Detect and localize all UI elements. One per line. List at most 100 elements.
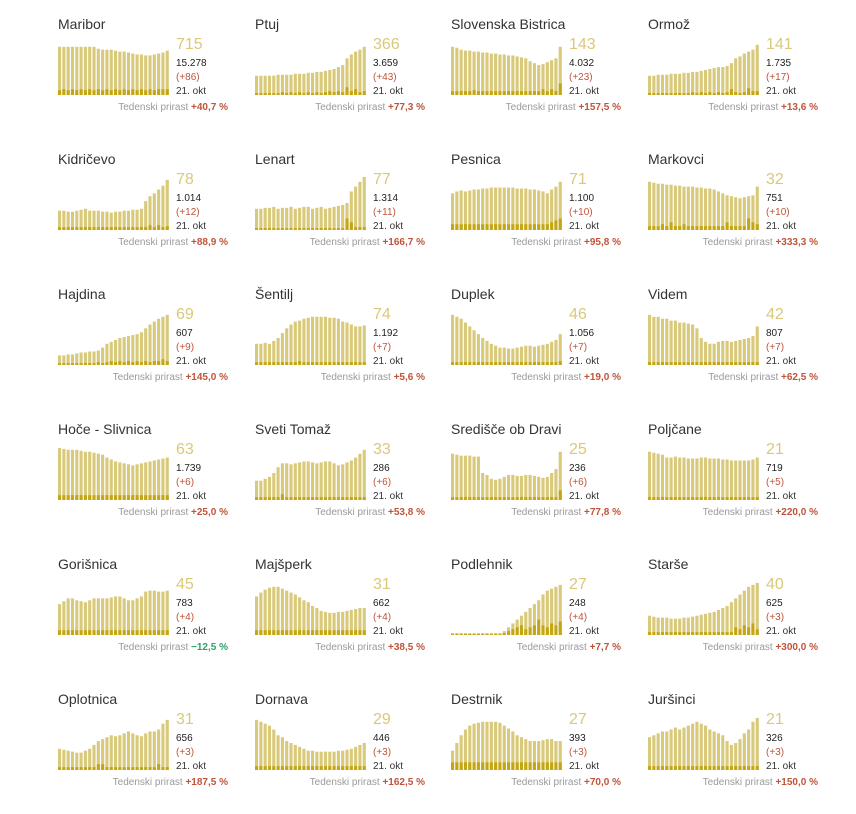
municipality-name: Majšperk bbox=[255, 556, 312, 572]
sparkline-chart bbox=[255, 586, 366, 635]
new-cases-bar bbox=[678, 497, 682, 500]
weekly-growth-value: +145,0 % bbox=[185, 372, 228, 383]
total-bar bbox=[336, 611, 340, 635]
total-bar bbox=[135, 54, 139, 95]
total-bar bbox=[669, 320, 673, 365]
municipality-name: Šentilj bbox=[255, 286, 294, 302]
weekly-growth-value: +62,5 % bbox=[781, 372, 818, 383]
municipality-name: Gorišnica bbox=[58, 556, 118, 572]
new-cases-bar bbox=[463, 362, 468, 365]
total-bar bbox=[66, 750, 70, 770]
total-bar bbox=[455, 743, 459, 770]
new-cases-bar bbox=[323, 362, 328, 365]
new-cases-bar bbox=[280, 766, 284, 770]
total-bar bbox=[476, 51, 480, 95]
new-cases-bar bbox=[285, 766, 289, 770]
new-cases-bar bbox=[498, 762, 502, 770]
new-cases-bar bbox=[704, 226, 708, 230]
new-cases-bar bbox=[92, 363, 96, 365]
weekly-growth: Tedenski prirast +19,0 % bbox=[511, 372, 621, 383]
municipality-name: Duplek bbox=[451, 286, 495, 302]
total-bar bbox=[276, 467, 280, 500]
new-cases-bar bbox=[362, 497, 366, 500]
new-cases-bar bbox=[716, 766, 721, 770]
new-cases-bar bbox=[489, 91, 493, 95]
total-bar bbox=[751, 721, 755, 770]
new-cases-bar bbox=[336, 228, 340, 230]
new-cases-bar bbox=[157, 495, 161, 500]
new-cases-bar bbox=[550, 623, 554, 635]
new-cases-bar bbox=[328, 91, 332, 95]
total-bar bbox=[725, 340, 729, 365]
new-cases-bar bbox=[315, 766, 319, 770]
new-cases-bar bbox=[165, 89, 169, 95]
date-label: 21. okt bbox=[373, 86, 404, 97]
total-bar bbox=[751, 584, 755, 635]
weekly-growth-value: +166,7 % bbox=[382, 237, 425, 248]
new-cases-bar bbox=[259, 630, 263, 635]
total-bar bbox=[302, 206, 306, 230]
new-cases-bar bbox=[96, 764, 100, 770]
new-cases-bar bbox=[747, 218, 751, 230]
sparkline-chart bbox=[451, 314, 562, 365]
total-bar bbox=[302, 600, 306, 635]
municipality-card: Pesnica 71 1.100 (+10) 21. okt Tedenski prira… bbox=[451, 151, 621, 263]
total-bar bbox=[498, 633, 502, 635]
new-cases-bar bbox=[528, 224, 532, 230]
total-bar bbox=[515, 475, 519, 500]
total-bar bbox=[280, 463, 284, 500]
total-bar bbox=[455, 47, 459, 95]
total-bar bbox=[144, 591, 148, 635]
total-bar bbox=[729, 460, 733, 500]
total-bar bbox=[537, 190, 541, 230]
total-bar bbox=[502, 725, 506, 770]
new-cases-bar bbox=[755, 629, 759, 635]
new-cases-bar bbox=[708, 362, 712, 365]
total-bar bbox=[285, 328, 289, 365]
total-bar bbox=[328, 317, 332, 365]
total-bar bbox=[298, 320, 302, 365]
new-cases-bar bbox=[341, 630, 345, 635]
sparkline-chart bbox=[255, 176, 366, 230]
weekly-growth-label: Tedenski prirast bbox=[702, 642, 776, 653]
new-cases-bar bbox=[489, 762, 493, 770]
total-bar bbox=[83, 451, 87, 500]
new-cases-bar bbox=[358, 497, 362, 500]
new-cases-bar bbox=[751, 623, 755, 635]
total-bar bbox=[285, 741, 289, 770]
total-bar bbox=[712, 343, 716, 365]
total-bar bbox=[459, 633, 463, 635]
new-cases-bar bbox=[152, 630, 156, 635]
total-bar bbox=[298, 462, 302, 500]
new-cases-bar bbox=[272, 766, 276, 770]
new-cases-bar bbox=[62, 495, 66, 500]
total-bar bbox=[341, 65, 345, 95]
new-cases-bar bbox=[665, 497, 669, 500]
new-cases-bar bbox=[276, 630, 280, 635]
total-bar bbox=[660, 617, 665, 635]
total-bar bbox=[716, 341, 721, 365]
new-cases-bar bbox=[704, 766, 708, 770]
new-cases-bar bbox=[88, 227, 92, 230]
municipality-card: Sveti Tomaž 33 286 (+6) 21. okt Tedenski prir… bbox=[255, 421, 425, 533]
total-bar bbox=[118, 211, 122, 230]
total-cases-value: 326 bbox=[766, 733, 783, 744]
total-bar bbox=[311, 606, 315, 635]
total-bar bbox=[311, 72, 315, 95]
total-cases-value: 1.739 bbox=[176, 463, 202, 474]
new-cases-bar bbox=[328, 228, 332, 230]
total-bar bbox=[263, 207, 267, 230]
total-bar bbox=[161, 316, 165, 365]
new-cases-bar bbox=[742, 92, 746, 95]
new-cases-bar bbox=[349, 497, 353, 500]
municipality-card: Destrnik 27 393 (+3) 21. okt Tedenski prirast… bbox=[451, 691, 621, 803]
total-bar bbox=[729, 602, 733, 635]
total-bar bbox=[532, 189, 536, 230]
new-cases-bar bbox=[545, 362, 549, 365]
new-cases-bar bbox=[498, 634, 502, 635]
new-cases-bar bbox=[660, 224, 665, 230]
sparkline-chart bbox=[451, 584, 562, 635]
new-cases-bar bbox=[511, 224, 515, 230]
new-cases-bar bbox=[92, 495, 96, 500]
total-bar bbox=[481, 721, 485, 770]
